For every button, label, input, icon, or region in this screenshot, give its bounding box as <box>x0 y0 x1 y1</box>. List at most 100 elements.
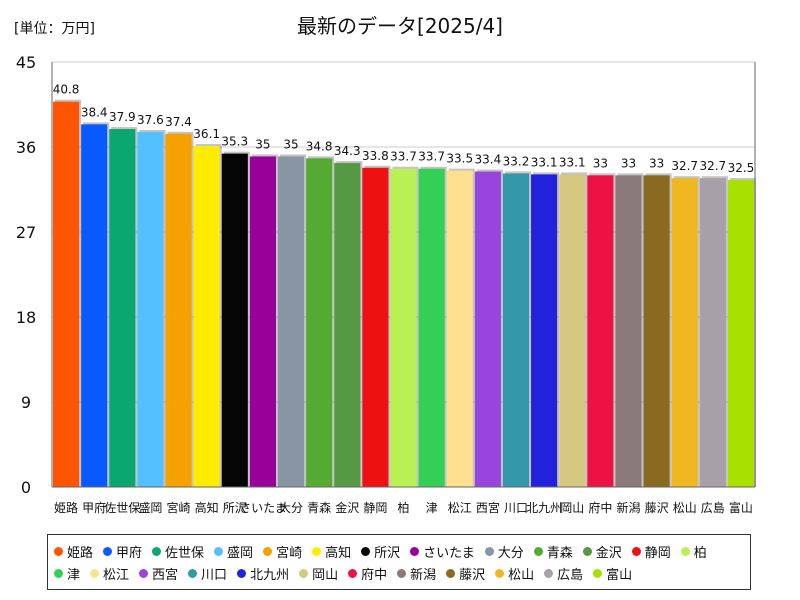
y-tick-label: 18 <box>16 308 36 327</box>
bar <box>502 173 530 487</box>
legend-item: 姫路 <box>54 540 93 562</box>
bar <box>671 178 698 487</box>
legend-marker <box>103 546 113 556</box>
legend: 姫路 甲府 佐世保 盛岡 宮崎 高知 所沢 さいたま 大分 青森 金沢 静岡 柏津 松江 西宮 川口 北九州 岡山… <box>47 534 751 590</box>
x-tick-label: 宮崎 <box>167 500 191 515</box>
x-tick-label: 高知 <box>195 500 219 515</box>
legend-item: 青森 <box>533 540 573 562</box>
bar <box>446 170 473 487</box>
legend-item: 所沢 <box>361 540 400 562</box>
bar <box>165 133 192 487</box>
x-tick-label: 青森 <box>307 500 331 515</box>
legend-marker <box>263 546 273 556</box>
legend-item: 金沢 <box>582 540 622 562</box>
legend-marker <box>484 546 494 556</box>
value-label: 33.8 <box>362 149 389 163</box>
value-label: 33.5 <box>446 152 473 166</box>
bar <box>418 168 445 487</box>
bar-chart: 40.838.4 37.9 37.6 37.436.135.3 35 35 34.8 34.3… <box>16 53 756 515</box>
legend-marker <box>152 546 162 556</box>
bar <box>277 156 305 487</box>
bar <box>193 146 220 488</box>
legend-item: 西宮 <box>139 562 178 584</box>
legend-item: 大分 <box>484 540 524 562</box>
x-tick-label: 松江 <box>448 501 472 515</box>
x-tick-label: 所沢 <box>223 501 247 515</box>
bar <box>587 175 614 488</box>
legend-label: 所沢 <box>374 545 401 561</box>
legend-item: 静岡 <box>631 540 671 562</box>
legend-label: 北九州 <box>250 567 290 583</box>
legend-label: さいたま <box>423 545 475 561</box>
value-label: 33.1 <box>531 155 558 169</box>
legend-item: 津 <box>54 562 80 584</box>
legend-item: 宮崎 <box>263 540 302 562</box>
value-label: 36.1 <box>193 127 220 141</box>
y-tick-labels: 0 9 18 27 36 45 <box>16 53 36 497</box>
legend-label: 西宮 <box>152 567 179 583</box>
legend-label: 松江 <box>103 567 130 583</box>
legend-marker <box>54 568 63 578</box>
legend-item: 佐世保 <box>152 540 204 562</box>
legend-marker <box>54 546 63 556</box>
legend-label: 静岡 <box>644 545 671 561</box>
legend-item: 松江 <box>90 562 129 584</box>
legend-item: 松山 <box>495 562 534 584</box>
legend-item: 新潟 <box>397 562 436 584</box>
legend-item: 甲府 <box>103 540 142 562</box>
legend-label: 新潟 <box>410 567 437 583</box>
chart-title: 最新のデータ[2025/4] <box>297 14 503 38</box>
legend-item: 北九州 <box>237 562 289 584</box>
legend-item: 広島 <box>544 562 583 584</box>
legend-item: 府中 <box>348 562 387 584</box>
value-label: 33.1 <box>559 155 586 169</box>
legend-label: 高知 <box>325 545 352 561</box>
legend-marker <box>631 546 641 556</box>
x-tick-label: 岡山 <box>560 501 584 515</box>
legend-marker <box>348 568 358 578</box>
bar <box>109 129 136 488</box>
bar <box>643 175 670 488</box>
value-label: 37.9 <box>109 110 136 124</box>
x-tick-label: 柏 <box>397 500 409 515</box>
legend-marker <box>90 568 100 578</box>
bar <box>390 168 417 487</box>
bar <box>53 101 80 488</box>
value-label: 32.7 <box>699 159 726 173</box>
value-label: 35.3 <box>221 135 248 149</box>
x-tick-label: さいたま <box>239 501 287 515</box>
y-tick-label: 45 <box>16 53 36 72</box>
bar <box>699 178 726 487</box>
axes <box>51 62 756 488</box>
bar <box>362 167 389 487</box>
legend-label: 甲府 <box>116 545 143 561</box>
legend-marker <box>397 568 407 578</box>
legend-marker <box>533 546 543 556</box>
y-tick-label: 9 <box>21 393 31 412</box>
value-label: 34.8 <box>306 139 333 153</box>
legend-label: 岡山 <box>312 567 339 583</box>
value-label: 32.5 <box>728 161 755 175</box>
x-tick-label: 津 <box>426 501 438 515</box>
legend-label: 広島 <box>557 567 584 583</box>
legend-item: さいたま <box>410 540 475 562</box>
bar <box>474 171 501 488</box>
x-tick-labels: 姫路 甲府佐世保盛岡 宮崎 高知 所沢さいたま大分 青森 金沢 静岡柏 津松江 西宮 川口北九州岡山… <box>54 500 753 515</box>
value-label: 33.7 <box>390 150 417 164</box>
x-tick-label: 静岡 <box>363 501 387 515</box>
y-tick-label: 27 <box>16 223 36 242</box>
legend-item: 盛岡 <box>214 540 253 562</box>
legend-item: 岡山 <box>299 562 338 584</box>
bar <box>249 156 276 487</box>
bar <box>727 180 754 488</box>
value-label: 33.2 <box>503 154 530 168</box>
bar <box>559 174 586 487</box>
x-tick-label: 藤沢 <box>645 501 669 515</box>
legend-item: 藤沢 <box>446 562 485 584</box>
legend-marker <box>139 568 149 578</box>
legend-marker <box>237 568 247 578</box>
x-tick-label: 新潟 <box>616 500 640 515</box>
value-labels: 40.838.4 37.9 37.6 37.436.135.3 35 35 34.8 34.3… <box>53 83 755 175</box>
legend-marker <box>214 546 224 556</box>
legend-marker <box>593 568 603 578</box>
